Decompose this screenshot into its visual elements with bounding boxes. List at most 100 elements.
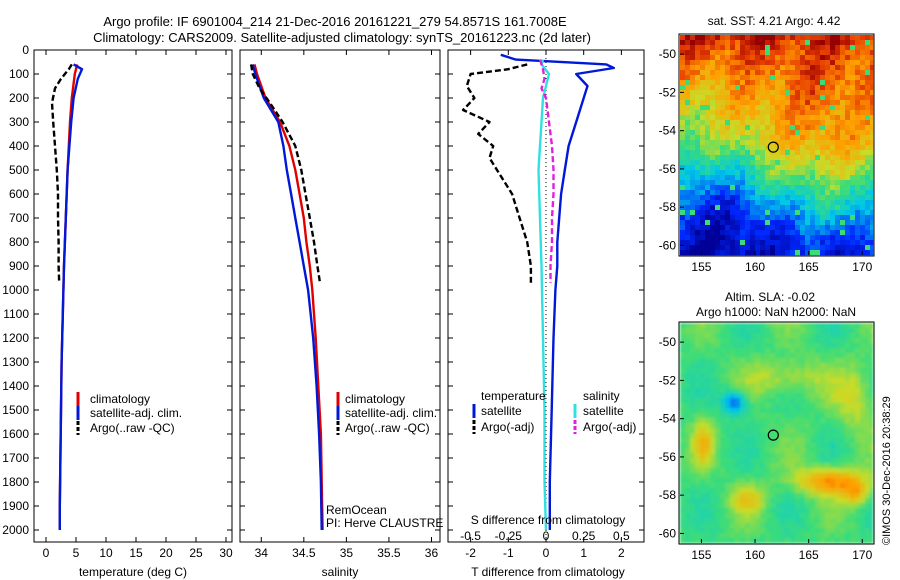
heatmap-cell — [680, 35, 686, 41]
heatmap-cell — [750, 398, 756, 404]
heatmap-cell — [870, 210, 874, 216]
heatmap-cell — [795, 160, 801, 166]
heatmap-cell — [810, 120, 816, 126]
heatmap-cell — [705, 388, 711, 394]
heatmap-cell — [775, 528, 781, 534]
heatmap-cell — [750, 493, 756, 499]
map-y-tick-label: -58 — [659, 200, 677, 214]
heatmap-cell — [870, 75, 874, 81]
heatmap-cell — [795, 333, 801, 339]
heatmap-cell — [680, 533, 686, 539]
heatmap-cell — [730, 338, 736, 344]
heatmap-cell — [805, 533, 811, 539]
heatmap-cell — [760, 150, 766, 156]
heatmap-cell — [760, 423, 766, 429]
heatmap-cell — [845, 100, 851, 106]
heatmap-cell — [855, 398, 861, 404]
temperature-x-ticks: 0 5 10 15 20 25 30 — [43, 50, 233, 560]
heatmap-cell — [825, 40, 831, 46]
heatmap-cell — [840, 358, 846, 364]
heatmap-cell — [820, 493, 826, 499]
heatmap-cell — [865, 518, 871, 524]
heatmap-cell — [835, 503, 841, 509]
heatmap-cell — [735, 35, 741, 41]
heatmap-cell — [820, 408, 826, 414]
heatmap-cell — [695, 338, 701, 344]
heatmap-cell — [780, 230, 786, 236]
heatmap-cell — [755, 235, 761, 241]
heatmap-cell — [845, 358, 851, 364]
heatmap-cell — [755, 383, 761, 389]
heatmap-cell — [815, 55, 821, 61]
heatmap-cell — [840, 55, 846, 61]
depth-y-ticks: 0100200300400500600700800900100011001200… — [2, 43, 644, 537]
heatmap-cell — [830, 170, 836, 176]
heatmap-cell — [725, 343, 731, 349]
heatmap-cell — [865, 250, 871, 256]
heatmap-cell — [720, 60, 726, 66]
heatmap-cell — [735, 518, 741, 524]
heatmap-cell — [770, 373, 776, 379]
heatmap-cell — [770, 100, 776, 106]
heatmap-cell — [750, 523, 756, 529]
heatmap-cell — [870, 498, 874, 504]
heatmap-cell — [750, 368, 756, 374]
heatmap-cell — [690, 503, 696, 509]
heatmap-cell — [775, 90, 781, 96]
heatmap-cell — [725, 398, 731, 404]
heatmap-cell — [750, 348, 756, 354]
heatmap-cell — [750, 413, 756, 419]
heatmap-cell — [740, 353, 746, 359]
heatmap-cell — [855, 338, 861, 344]
map-x-tick-label: 160 — [745, 260, 765, 274]
heatmap-cell — [805, 100, 811, 106]
heatmap-cell — [690, 463, 696, 469]
heatmap-cell — [805, 508, 811, 514]
heatmap-cell — [850, 45, 856, 51]
heatmap-cell — [690, 533, 696, 539]
heatmap-cell — [795, 348, 801, 354]
heatmap-cell — [775, 245, 781, 251]
heatmap-cell — [855, 160, 861, 166]
heatmap-cell — [870, 413, 874, 419]
heatmap-cell — [685, 458, 691, 464]
heatmap-cell — [800, 413, 806, 419]
heatmap-cell — [745, 115, 751, 121]
heatmap-cell — [730, 160, 736, 166]
heatmap-cell — [725, 40, 731, 46]
heatmap-cell — [690, 190, 696, 196]
heatmap-cell — [745, 225, 751, 231]
heatmap-cell — [715, 85, 721, 91]
heatmap-cell — [770, 70, 776, 76]
heatmap-cell — [835, 458, 841, 464]
y-tick-label: 1400 — [2, 379, 29, 393]
heatmap-cell — [735, 180, 741, 186]
heatmap-cell — [685, 200, 691, 206]
heatmap-cell — [715, 373, 721, 379]
heatmap-cell — [755, 180, 761, 186]
heatmap-cell — [845, 478, 851, 484]
heatmap-cell — [780, 180, 786, 186]
heatmap-cell — [695, 190, 701, 196]
heatmap-cell — [730, 240, 736, 246]
heatmap-cell — [740, 473, 746, 479]
heatmap-cell — [870, 468, 874, 474]
heatmap-cell — [870, 80, 874, 86]
heatmap-cell — [870, 458, 874, 464]
heatmap-cell — [740, 195, 746, 201]
pi-annotation: PI: Herve CLAUSTRE — [326, 516, 443, 530]
heatmap-cell — [815, 95, 821, 101]
heatmap-cell — [800, 200, 806, 206]
heatmap-cell — [720, 323, 726, 329]
heatmap-cell — [740, 240, 746, 246]
heatmap-cell — [830, 250, 836, 256]
heatmap-cell — [705, 498, 711, 504]
heatmap-cell — [800, 225, 806, 231]
heatmap-cell — [755, 170, 761, 176]
heatmap-cell — [800, 185, 806, 191]
heatmap-cell — [850, 438, 856, 444]
heatmap-cell — [800, 478, 806, 484]
heatmap-cell — [690, 458, 696, 464]
heatmap-cell — [810, 100, 816, 106]
legend-label-climatology: climatology — [90, 392, 150, 406]
